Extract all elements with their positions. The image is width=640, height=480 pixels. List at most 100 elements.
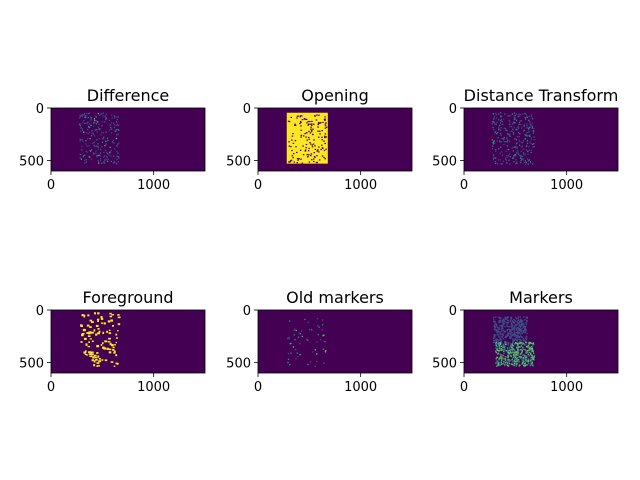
heatmap-pixel [516, 362, 518, 364]
heatmap-pixel [521, 350, 524, 352]
heatmap-pixel [524, 340, 526, 343]
heatmap-pixel [529, 122, 531, 124]
heatmap-pixel [527, 353, 530, 356]
heatmap-pixel [522, 357, 525, 359]
heatmap-marker [322, 324, 324, 326]
heatmap-pixel [491, 123, 494, 125]
heatmap-pixel [530, 139, 532, 141]
heatmap-pixel [505, 322, 507, 324]
heatmap-pixel [499, 132, 502, 134]
heatmap-pixel [97, 154, 99, 157]
heatmap-blob [88, 331, 92, 334]
heatmap-pixel [515, 323, 517, 326]
heatmap-pixel [507, 155, 510, 157]
heatmap-pixel [524, 349, 527, 351]
heatmap-hole [303, 118, 306, 120]
heatmap-pixel [522, 338, 524, 340]
heatmap-pixel [497, 340, 499, 342]
heatmap-pixel [506, 334, 508, 337]
heatmap-pixel [521, 359, 523, 361]
heatmap-pixel [530, 125, 532, 127]
heatmap-pixel [514, 116, 516, 118]
heatmap-pixel [511, 326, 513, 328]
heatmap-pixel [101, 120, 103, 123]
heatmap-pixel [504, 340, 507, 342]
heatmap-pixel [95, 115, 97, 117]
heatmap-blob [80, 341, 83, 343]
heatmap-blob [100, 344, 103, 346]
heatmap-pixel [531, 347, 534, 349]
heatmap-hole [320, 122, 322, 124]
heatmap-pixel [100, 113, 102, 115]
heatmap-pixel [518, 349, 520, 351]
heatmap-pixel [513, 112, 516, 114]
heatmap-pixel [496, 345, 498, 348]
heatmap-marker [301, 335, 303, 338]
heatmap-hole [307, 154, 310, 156]
heatmap-pixel [79, 125, 81, 127]
heatmap-pixel [512, 360, 514, 362]
heatmap-pixel [510, 126, 513, 128]
heatmap-pixel [496, 330, 498, 332]
heatmap-pixel [507, 316, 509, 318]
heatmap-pixel [517, 346, 520, 348]
heatmap-pixel [514, 320, 517, 322]
heatmap-pixel [513, 146, 515, 148]
heatmap-hole [312, 158, 315, 160]
heatmap-pixel [510, 323, 513, 325]
heatmap-pixel [87, 138, 89, 140]
heatmap-pixel [527, 150, 529, 153]
heatmap-blob [115, 354, 118, 357]
heatmap-pixel [517, 341, 519, 344]
x-tick-label: 0 [254, 380, 262, 395]
heatmap-blob [100, 316, 103, 319]
heatmap-pixel [511, 324, 513, 327]
heatmap-pixel [118, 157, 120, 159]
heatmap-pixel [499, 122, 502, 124]
heatmap-pixel [501, 335, 503, 338]
heatmap-pixel [502, 327, 504, 330]
heatmap-pixel [520, 340, 522, 342]
heatmap-pixel [89, 156, 91, 158]
heatmap-blob [111, 343, 114, 347]
heatmap-pixel [525, 149, 527, 151]
heatmap-hole [309, 132, 312, 134]
heatmap-pixel [526, 144, 528, 146]
heatmap-pixel [104, 161, 106, 163]
heatmap-hole [319, 133, 321, 135]
heatmap-hole [296, 151, 298, 154]
heatmap-pixel [498, 327, 500, 329]
heatmap-marker [323, 334, 325, 336]
heatmap-pixel [529, 346, 531, 348]
heatmap-pixel [498, 357, 500, 360]
heatmap-blob [87, 335, 91, 337]
heatmap-pixel [105, 143, 107, 145]
heatmap-pixel [521, 327, 523, 330]
heatmap-pixel [117, 128, 119, 131]
y-tick-label: 500 [432, 155, 457, 170]
heatmap-hole [305, 118, 308, 121]
heatmap-pixel [79, 153, 81, 156]
heatmap-pixel [533, 359, 535, 361]
heatmap-pixel [506, 141, 508, 143]
heatmap-blob [94, 356, 98, 359]
heatmap-pixel [494, 323, 496, 325]
heatmap-pixel [505, 317, 507, 319]
heatmap-pixel [496, 140, 498, 142]
heatmap-pixel [532, 356, 535, 358]
heatmap-pixel [517, 329, 519, 331]
heatmap-marker [293, 329, 295, 331]
heatmap-hole [289, 160, 292, 162]
heatmap-pixel [93, 141, 95, 143]
heatmap-pixel [520, 353, 522, 355]
heatmap-pixel [510, 350, 512, 352]
x-tick-label: 1000 [344, 380, 377, 395]
heatmap-pixel [528, 347, 531, 350]
heatmap-pixel [517, 358, 519, 361]
y-tick-label: 0 [243, 304, 251, 319]
heatmap-pixel [85, 115, 87, 118]
heatmap-pixel [532, 130, 534, 133]
heatmap-pixel [515, 358, 517, 360]
heatmap-pixel [511, 329, 513, 331]
